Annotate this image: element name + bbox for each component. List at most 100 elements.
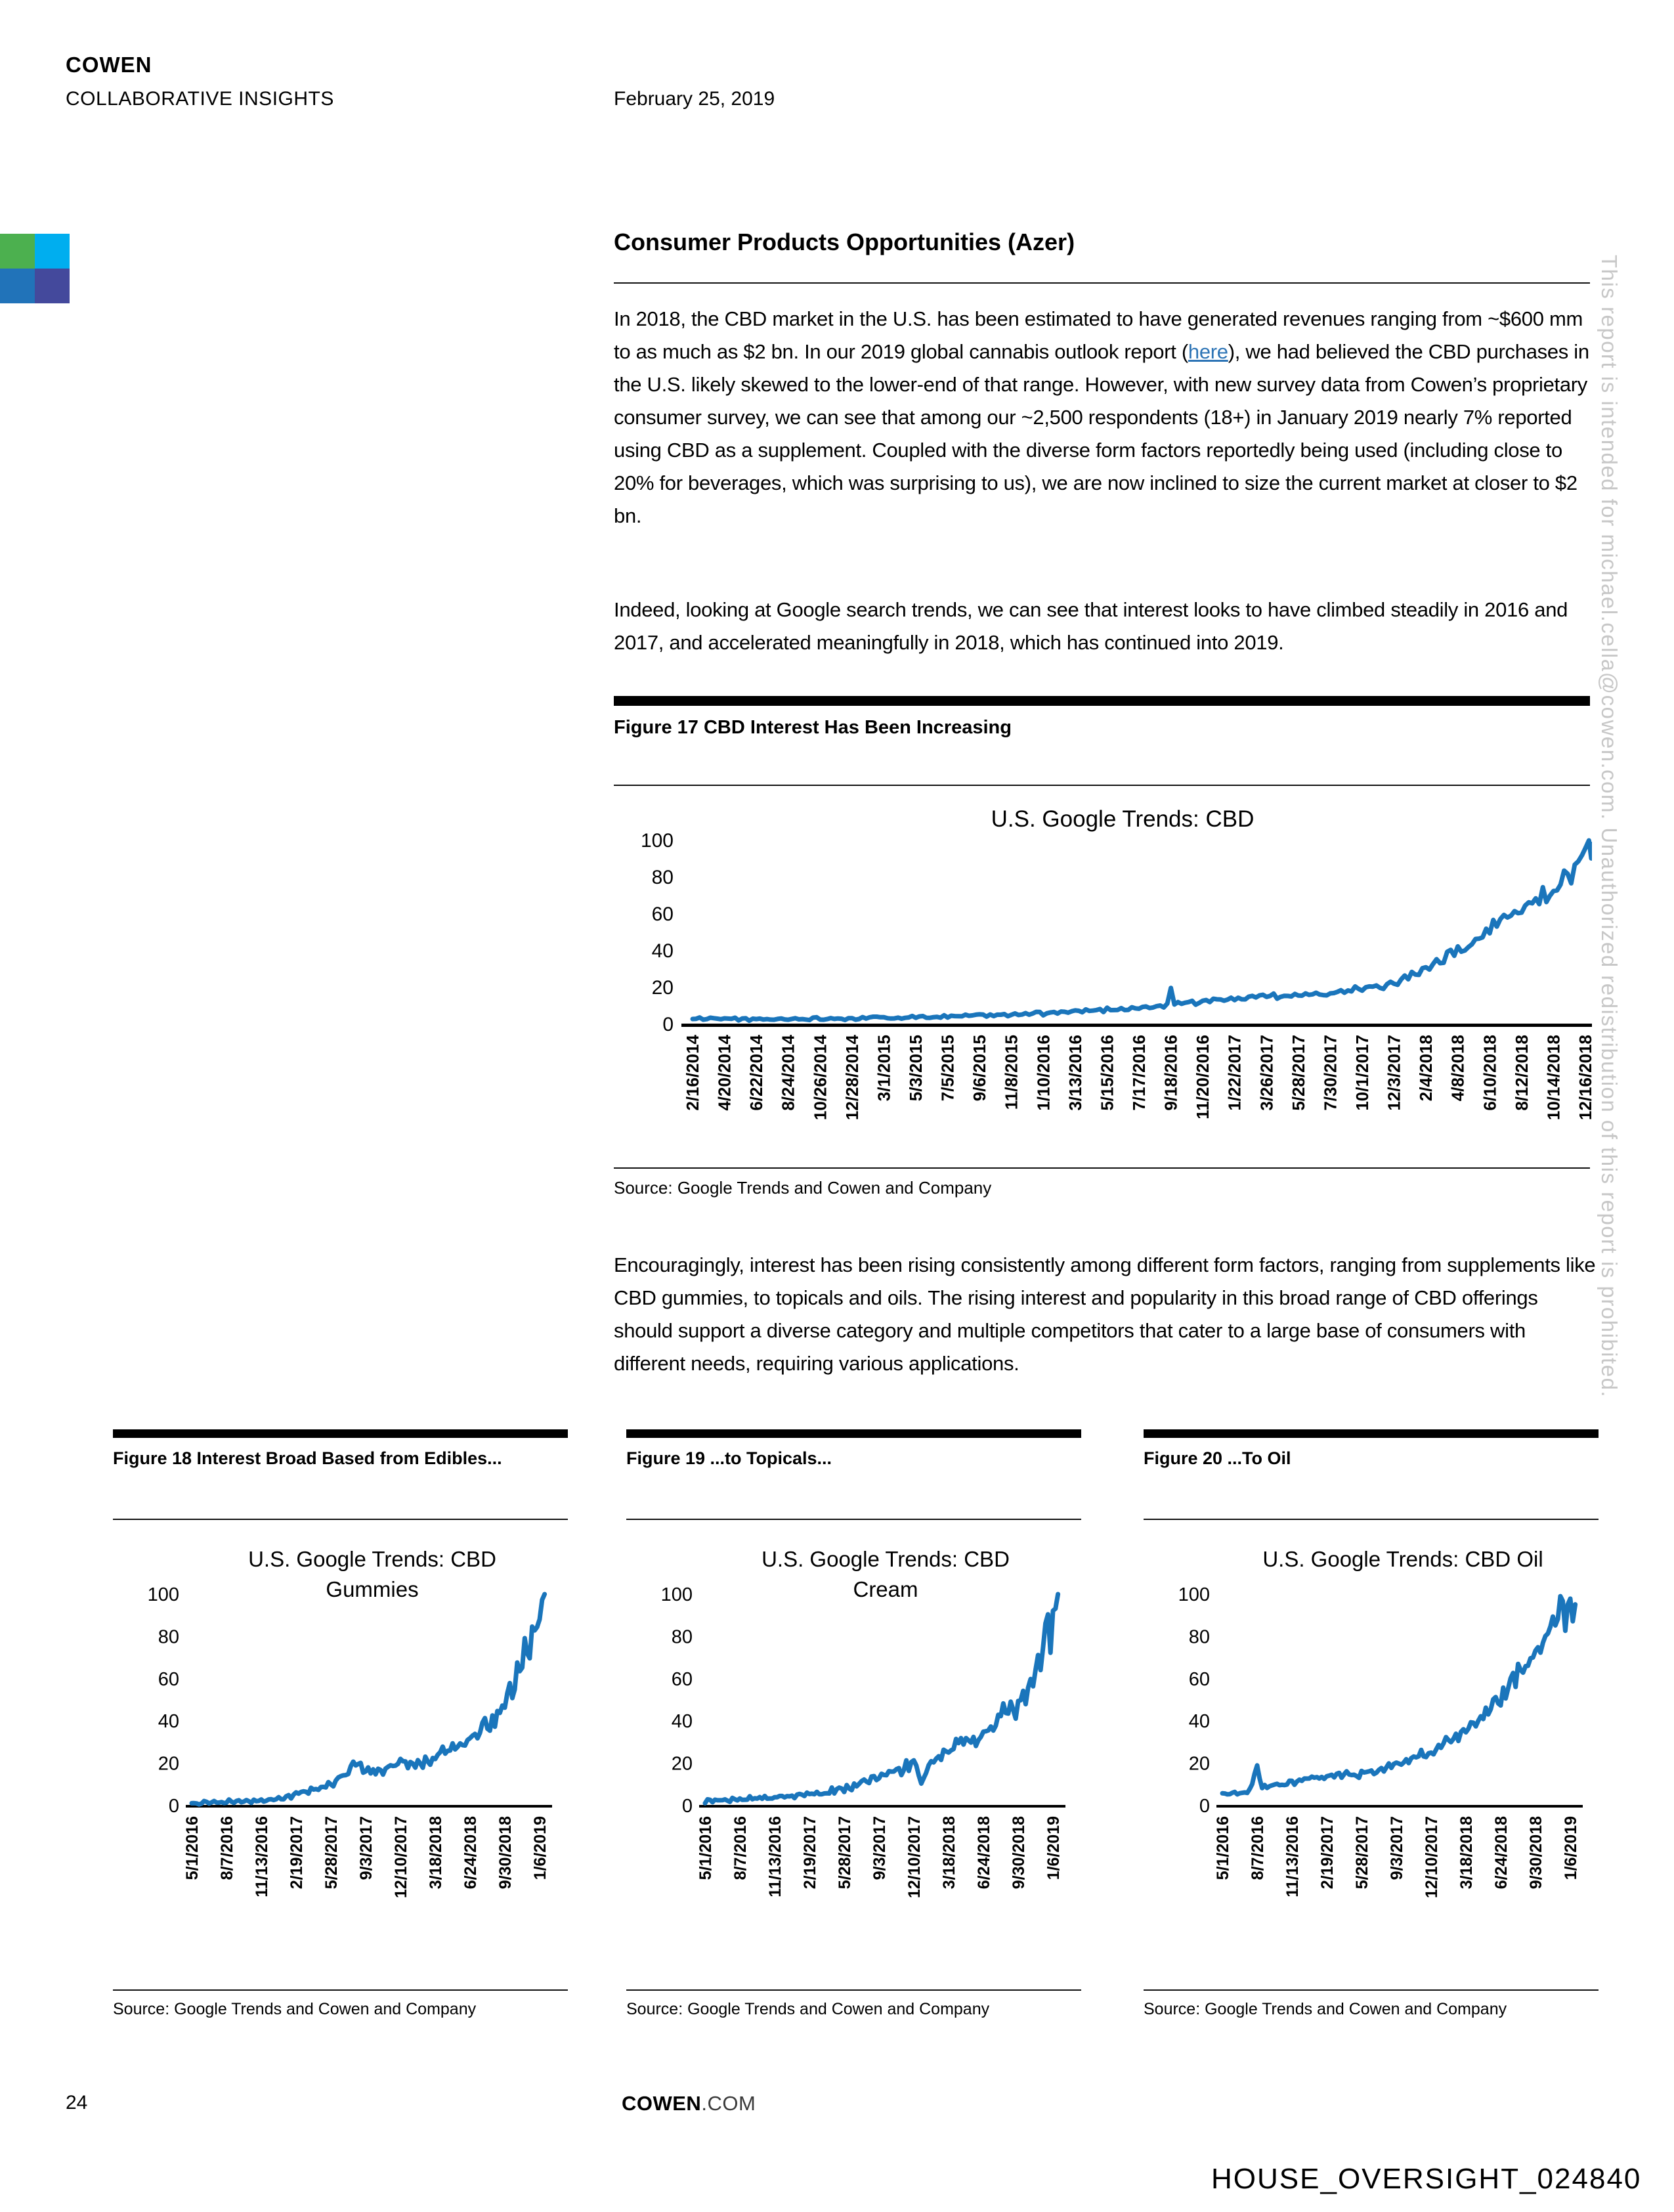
x-tick-label: 10/26/2014 <box>810 1034 830 1120</box>
x-tick-label: 2/19/2017 <box>288 1816 306 1889</box>
y-tick-label: 60 <box>652 903 674 925</box>
y-tick-label: 60 <box>1189 1669 1210 1690</box>
figure17-top-bar <box>614 696 1590 706</box>
figure19-source: Source: Google Trends and Cowen and Comp… <box>626 2000 990 2018</box>
x-tick-label: 5/28/2017 <box>322 1816 341 1889</box>
footer-site: COWEN.COM <box>622 2092 756 2115</box>
x-tick-label: 8/7/2016 <box>731 1816 750 1880</box>
figure20-chart: U.S. Google Trends: CBD Oil 0 20 40 60 80 100 5… <box>1144 1530 1599 1963</box>
x-tick-label: 7/17/2016 <box>1129 1035 1149 1111</box>
logo-square-blue <box>0 269 35 303</box>
x-tick-label: 5/3/2015 <box>906 1035 926 1101</box>
confidentiality-watermark: This report is intended for michael.cell… <box>1597 255 1621 1399</box>
x-axis <box>186 1805 552 1808</box>
x-tick-label: 2/16/2014 <box>683 1034 702 1110</box>
title-rule <box>614 282 1590 284</box>
header-division: COLLABORATIVE INSIGHTS <box>66 88 334 110</box>
body-paragraph-3: Encouragingly, interest has been rising … <box>614 1253 1596 1375</box>
x-tick-label: 8/7/2016 <box>1249 1816 1267 1880</box>
figure19-chart: U.S. Google Trends: CBD Cream 0 20 40 60 80 100… <box>626 1530 1081 1963</box>
x-tick-label: 5/28/2017 <box>836 1816 854 1889</box>
x-axis <box>681 1024 1593 1027</box>
x-tick-label: 1/6/2019 <box>531 1816 549 1880</box>
chart-title: Gummies <box>326 1577 418 1601</box>
body-paragraph-2: Indeed, looking at Google search trends,… <box>614 598 1568 654</box>
y-tick-label: 0 <box>1199 1796 1210 1817</box>
x-tick-label: 5/28/2017 <box>1353 1816 1371 1889</box>
x-axis <box>699 1805 1065 1808</box>
y-tick-label: 0 <box>169 1796 179 1817</box>
x-tick-label: 6/24/2018 <box>461 1816 480 1889</box>
x-tick-label: 3/18/2018 <box>940 1816 958 1889</box>
chart-cream: U.S. Google Trends: CBD Cream 0 20 40 60 80 100… <box>661 1547 1065 1898</box>
x-tick-label: 11/13/2016 <box>766 1816 784 1898</box>
chart-line <box>690 838 1594 1024</box>
y-tick-label: 60 <box>672 1669 693 1690</box>
x-tick-label: 2/4/2018 <box>1416 1035 1436 1101</box>
x-tick-label: 6/24/2018 <box>1492 1816 1511 1889</box>
figure17-rule <box>614 785 1590 786</box>
footer-site-brand: COWEN <box>622 2092 702 2115</box>
y-tick-label: 0 <box>662 1014 674 1035</box>
chart-line <box>702 1592 1061 1806</box>
x-tick-label: 9/30/2018 <box>496 1816 515 1889</box>
x-tick-label: 5/1/2016 <box>697 1816 715 1880</box>
chart-title: U.S. Google Trends: CBD <box>762 1547 1010 1571</box>
y-tick-label: 80 <box>1189 1626 1210 1647</box>
x-tick-label: 8/12/2018 <box>1512 1035 1532 1111</box>
x-tick-label: 12/16/2018 <box>1576 1035 1592 1120</box>
chart-line <box>1220 1594 1578 1797</box>
chart-cbd: U.S. Google Trends: CBD 0 20 40 60 80 100 2/16/… <box>641 806 1595 1120</box>
body-paragraph-1: In 2018, the CBD market in the U.S. has … <box>614 307 1589 527</box>
x-tick-label: 1/6/2019 <box>1044 1816 1063 1880</box>
header-brand: COWEN <box>66 53 152 77</box>
y-tick-label: 100 <box>641 830 674 852</box>
figure20-source-rule <box>1144 1989 1599 1991</box>
x-tick-label: 3/18/2018 <box>427 1816 445 1889</box>
y-tick-label: 20 <box>652 977 674 999</box>
y-tick-label: 100 <box>661 1584 693 1605</box>
x-tick-label: 9/3/2017 <box>870 1816 889 1880</box>
y-tick-label: 0 <box>682 1796 693 1817</box>
figure17-label: Figure 17 CBD Interest Has Been Increasi… <box>614 717 1012 738</box>
x-tick-label: 3/18/2018 <box>1457 1816 1476 1889</box>
x-tick-label: 11/13/2016 <box>253 1816 271 1898</box>
x-tick-label: 6/10/2018 <box>1480 1035 1499 1111</box>
x-tick-label: 12/3/2017 <box>1384 1035 1404 1111</box>
figure20-rule <box>1144 1519 1599 1520</box>
page-number: 24 <box>66 2092 88 2114</box>
footer-site-domain: .COM <box>701 2092 756 2115</box>
figure19-source-rule <box>626 1989 1081 1991</box>
x-tick-label: 10/14/2018 <box>1543 1035 1563 1120</box>
y-tick-label: 80 <box>158 1626 179 1647</box>
x-tick-label: 6/22/2014 <box>746 1034 766 1110</box>
x-tick-label: 11/8/2015 <box>1002 1035 1021 1110</box>
chart-oil: U.S. Google Trends: CBD Oil 0 20 40 60 80 100 5… <box>1178 1547 1583 1898</box>
y-tick-label: 80 <box>672 1626 693 1647</box>
chart-title: U.S. Google Trends: CBD <box>991 806 1255 832</box>
figure18-source: Source: Google Trends and Cowen and Comp… <box>113 2000 477 2018</box>
figure18-chart: U.S. Google Trends: CBD Gummies 0 20 40 60 80 1… <box>113 1530 568 1963</box>
x-tick-label: 7/30/2017 <box>1320 1035 1340 1111</box>
section-title: Consumer Products Opportunities (Azer) <box>614 228 1075 255</box>
y-tick-label: 40 <box>672 1711 693 1732</box>
report-link[interactable]: here <box>1188 340 1228 363</box>
figure20-label: Figure 20 ...To Oil <box>1144 1448 1291 1468</box>
x-tick-label: 7/5/2015 <box>938 1035 958 1101</box>
x-tick-label: 5/1/2016 <box>1214 1816 1232 1880</box>
y-tick-label: 60 <box>158 1669 179 1690</box>
y-tick-label: 20 <box>672 1754 693 1775</box>
y-tick-label: 20 <box>158 1754 179 1775</box>
y-tick-label: 80 <box>652 867 674 888</box>
x-tick-label: 10/1/2017 <box>1352 1035 1372 1111</box>
x-tick-label: 12/28/2014 <box>842 1034 862 1120</box>
bates-stamp: HOUSE_OVERSIGHT_024840 <box>1211 2163 1642 2195</box>
x-tick-label: 5/28/2017 <box>1289 1035 1308 1111</box>
x-tick-label: 5/15/2016 <box>1097 1035 1117 1111</box>
cowen-logo-icon <box>0 234 70 303</box>
x-tick-label: 3/13/2016 <box>1065 1035 1085 1111</box>
x-tick-label: 2/19/2017 <box>801 1816 819 1889</box>
y-tick-label: 100 <box>1178 1584 1210 1605</box>
y-tick-label: 40 <box>652 940 674 962</box>
